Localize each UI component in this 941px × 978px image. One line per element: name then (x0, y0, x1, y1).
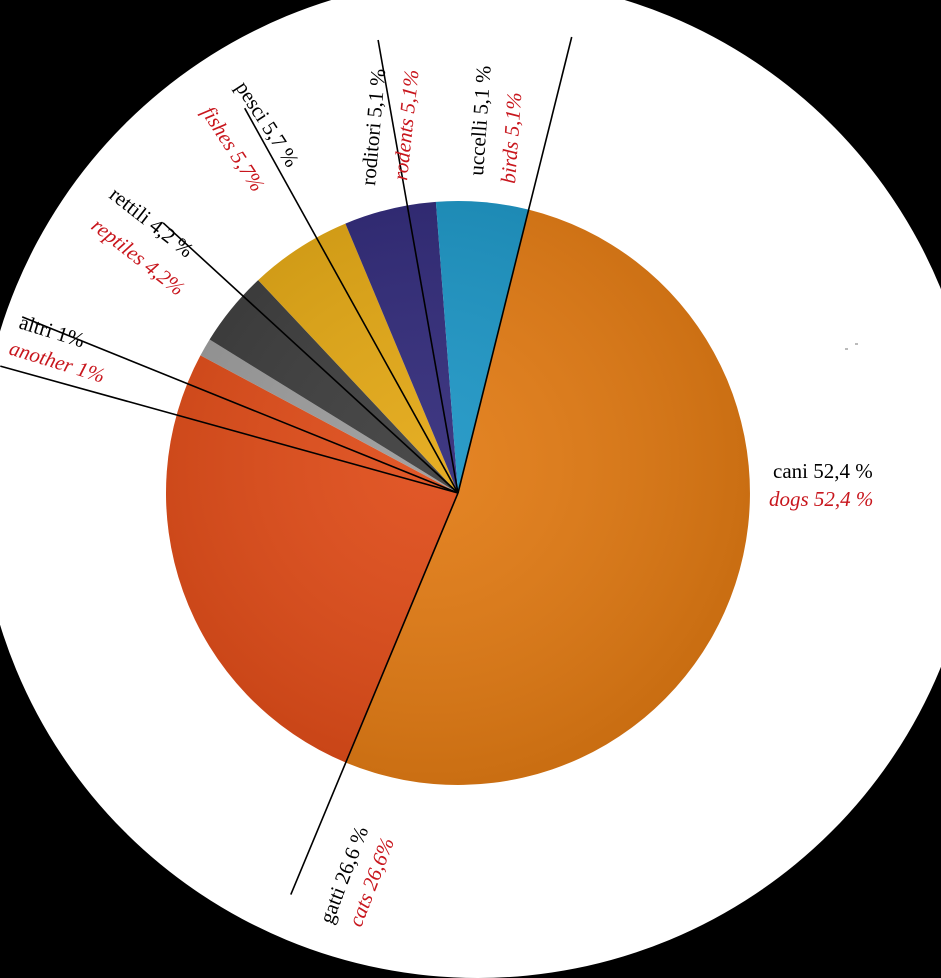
leader-line-fishes-rodents (244, 107, 459, 494)
leader-line-birds-dogs (457, 36, 573, 494)
leader-line-reptiles-fishes (162, 222, 459, 494)
leader-line-another-reptiles (0, 365, 459, 494)
label-dogs-en: dogs 52,4 % (769, 487, 873, 511)
leader-line-cats-another (21, 316, 459, 494)
leader-line-dogs-cats (290, 492, 459, 895)
leader-line-rodents-birds (377, 39, 459, 494)
decorative-speck (855, 343, 858, 345)
label-dogs-it: cani 52,4 % (773, 459, 873, 483)
decorative-speck (845, 348, 848, 350)
